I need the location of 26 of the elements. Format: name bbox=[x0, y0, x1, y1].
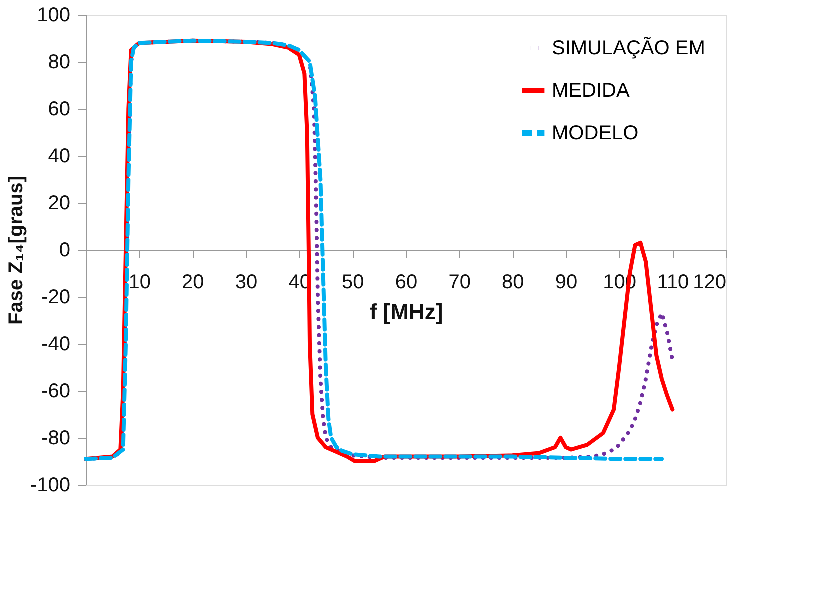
x-tick-label: 80 bbox=[502, 272, 524, 294]
y-axis-title: Fase Z₁₄[graus] bbox=[5, 176, 28, 325]
x-tick-label: 20 bbox=[182, 272, 204, 294]
x-tick-label: 120 bbox=[693, 272, 726, 294]
legend-label: SIMULAÇÃO EM bbox=[552, 36, 706, 60]
x-tick-label: 50 bbox=[342, 272, 364, 294]
legend-label: MEDIDA bbox=[552, 80, 630, 102]
y-tick-label: -20 bbox=[42, 286, 70, 308]
x-tick-label: 10 bbox=[128, 272, 151, 294]
x-tick-label: 70 bbox=[448, 272, 471, 294]
y-tick-label: 100 bbox=[37, 4, 70, 26]
legend-label: MODELO bbox=[552, 122, 639, 144]
y-tick-label: 0 bbox=[59, 240, 70, 262]
y-tick-label: -80 bbox=[42, 428, 70, 450]
y-tick-label: -60 bbox=[42, 380, 70, 402]
y-tick-label: 20 bbox=[48, 192, 70, 214]
y-tick-label: 40 bbox=[48, 146, 70, 168]
x-axis-title: f [MHz] bbox=[370, 300, 444, 324]
x-tick-label: 110 bbox=[657, 272, 690, 294]
x-tick-label: 60 bbox=[395, 272, 418, 294]
y-tick-label: -40 bbox=[42, 334, 70, 356]
y-tick-label: 60 bbox=[48, 98, 70, 120]
y-tick-label: -100 bbox=[30, 474, 70, 496]
x-tick-label: 90 bbox=[555, 272, 578, 294]
y-tick-label: 80 bbox=[48, 52, 70, 74]
x-tick-label: 30 bbox=[235, 272, 258, 294]
